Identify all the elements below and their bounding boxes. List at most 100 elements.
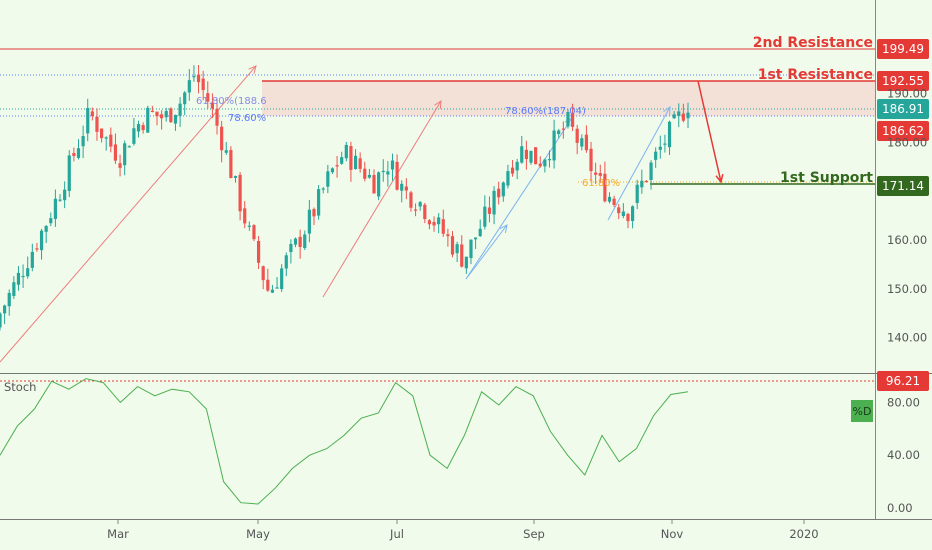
candle-body: [99, 128, 104, 139]
stoch-ref-tag-text: 96.21: [886, 374, 920, 388]
candle-body: [506, 171, 510, 186]
candle-body: [192, 76, 196, 78]
candle-body: [187, 80, 191, 93]
projection-arrow-down: [697, 80, 722, 183]
price-tag: [877, 176, 929, 196]
candle-body: [224, 150, 228, 153]
candle-body: [90, 111, 94, 117]
trend-arrow-aug-a-head: [499, 224, 508, 233]
candle-body: [654, 151, 658, 160]
level-label: 2nd Resistance: [753, 35, 873, 51]
trend-arrow-oct: [607, 106, 671, 221]
candle-body: [284, 255, 288, 269]
candle-body: [63, 189, 67, 201]
x-tick-label: 2020: [789, 527, 818, 541]
candle-body: [621, 211, 625, 217]
candle-body: [67, 155, 71, 191]
stoch-legend-tag-text: %D: [853, 405, 872, 418]
x-tick-label: Nov: [661, 527, 684, 541]
candle-body: [543, 159, 547, 167]
candle-body: [39, 230, 44, 251]
candle-body: [404, 186, 408, 191]
fib-label: 61.80%: [582, 178, 620, 189]
candle-body: [640, 180, 644, 188]
candle-body: [220, 126, 224, 151]
y-tick-label: 150.00: [887, 282, 927, 296]
price-tag: [877, 71, 929, 91]
candle-body: [547, 158, 552, 161]
candle-body: [109, 134, 113, 147]
candle-body: [178, 103, 182, 116]
price-tag-text: 192.55: [882, 74, 924, 88]
candle-body: [243, 208, 247, 224]
candle-body: [247, 225, 251, 227]
candle-body: [455, 244, 459, 254]
trend-arrow-oct-head: [663, 105, 671, 116]
candle-body: [580, 138, 584, 147]
y-tick-label: 140.00: [887, 331, 927, 345]
fib-label: 78.60%: [228, 113, 266, 124]
candle-body: [127, 146, 131, 148]
candle-body: [58, 199, 62, 201]
candle-body: [446, 234, 450, 237]
candle-body: [566, 111, 570, 127]
candle-body: [113, 144, 118, 161]
candle-body: [307, 209, 311, 234]
candle-body: [464, 256, 468, 269]
candle-body: [649, 162, 653, 180]
stoch-line: [0, 378, 689, 505]
trend-arrow-feb-may-head: [248, 65, 257, 74]
candle-body: [164, 111, 168, 118]
candle-body: [423, 204, 427, 220]
level-label: 1st Resistance: [758, 67, 873, 83]
stoch-y-tick-label: 80.00: [887, 395, 920, 409]
candle-body: [136, 124, 141, 132]
candle-body: [497, 188, 501, 198]
candle-body: [201, 78, 205, 91]
candle-body: [252, 225, 256, 240]
candle-body: [146, 107, 150, 133]
price-tag-text: 186.62: [882, 124, 924, 138]
candle-body: [233, 176, 238, 178]
candle-body: [132, 128, 136, 144]
stoch-y-tick-label: 0.00: [887, 501, 913, 515]
candle-body: [86, 107, 90, 134]
candle-body: [400, 183, 404, 191]
trend-arrow-jun-aug-head: [434, 100, 442, 110]
candle-body: [534, 147, 538, 165]
candle-body: [289, 243, 293, 253]
candle-body: [377, 172, 381, 197]
candle-body: [104, 137, 108, 139]
candle-body: [677, 111, 681, 116]
candle-body: [173, 114, 178, 124]
candle-body: [510, 167, 515, 174]
candle-body: [552, 130, 556, 161]
stoch-y-tick-label: 40.00: [887, 448, 920, 462]
candle-body: [501, 182, 505, 197]
x-tick-label: Sep: [523, 527, 545, 541]
candle-body: [603, 173, 607, 202]
candle-body: [95, 116, 99, 132]
candle-body: [21, 275, 25, 278]
candle-body: [418, 202, 422, 207]
candle-body: [160, 114, 164, 119]
candle-body: [686, 112, 690, 119]
candle-body: [312, 209, 316, 217]
candle-body: [520, 146, 524, 163]
price-tag: [877, 99, 929, 119]
candle-body: [44, 225, 48, 232]
candle-body: [427, 220, 432, 225]
stoch-legend-tag: [851, 400, 873, 422]
price-tag-text: 171.14: [882, 179, 924, 193]
candle-body: [7, 292, 11, 307]
candle-body: [644, 180, 649, 183]
candle-body: [598, 173, 602, 176]
candle-body: [409, 192, 413, 208]
candle-body: [612, 198, 616, 205]
candle-body: [72, 152, 76, 157]
candle-body: [658, 146, 662, 150]
candle-body: [210, 102, 215, 109]
candle-body: [330, 168, 335, 173]
candle-body: [681, 113, 685, 121]
